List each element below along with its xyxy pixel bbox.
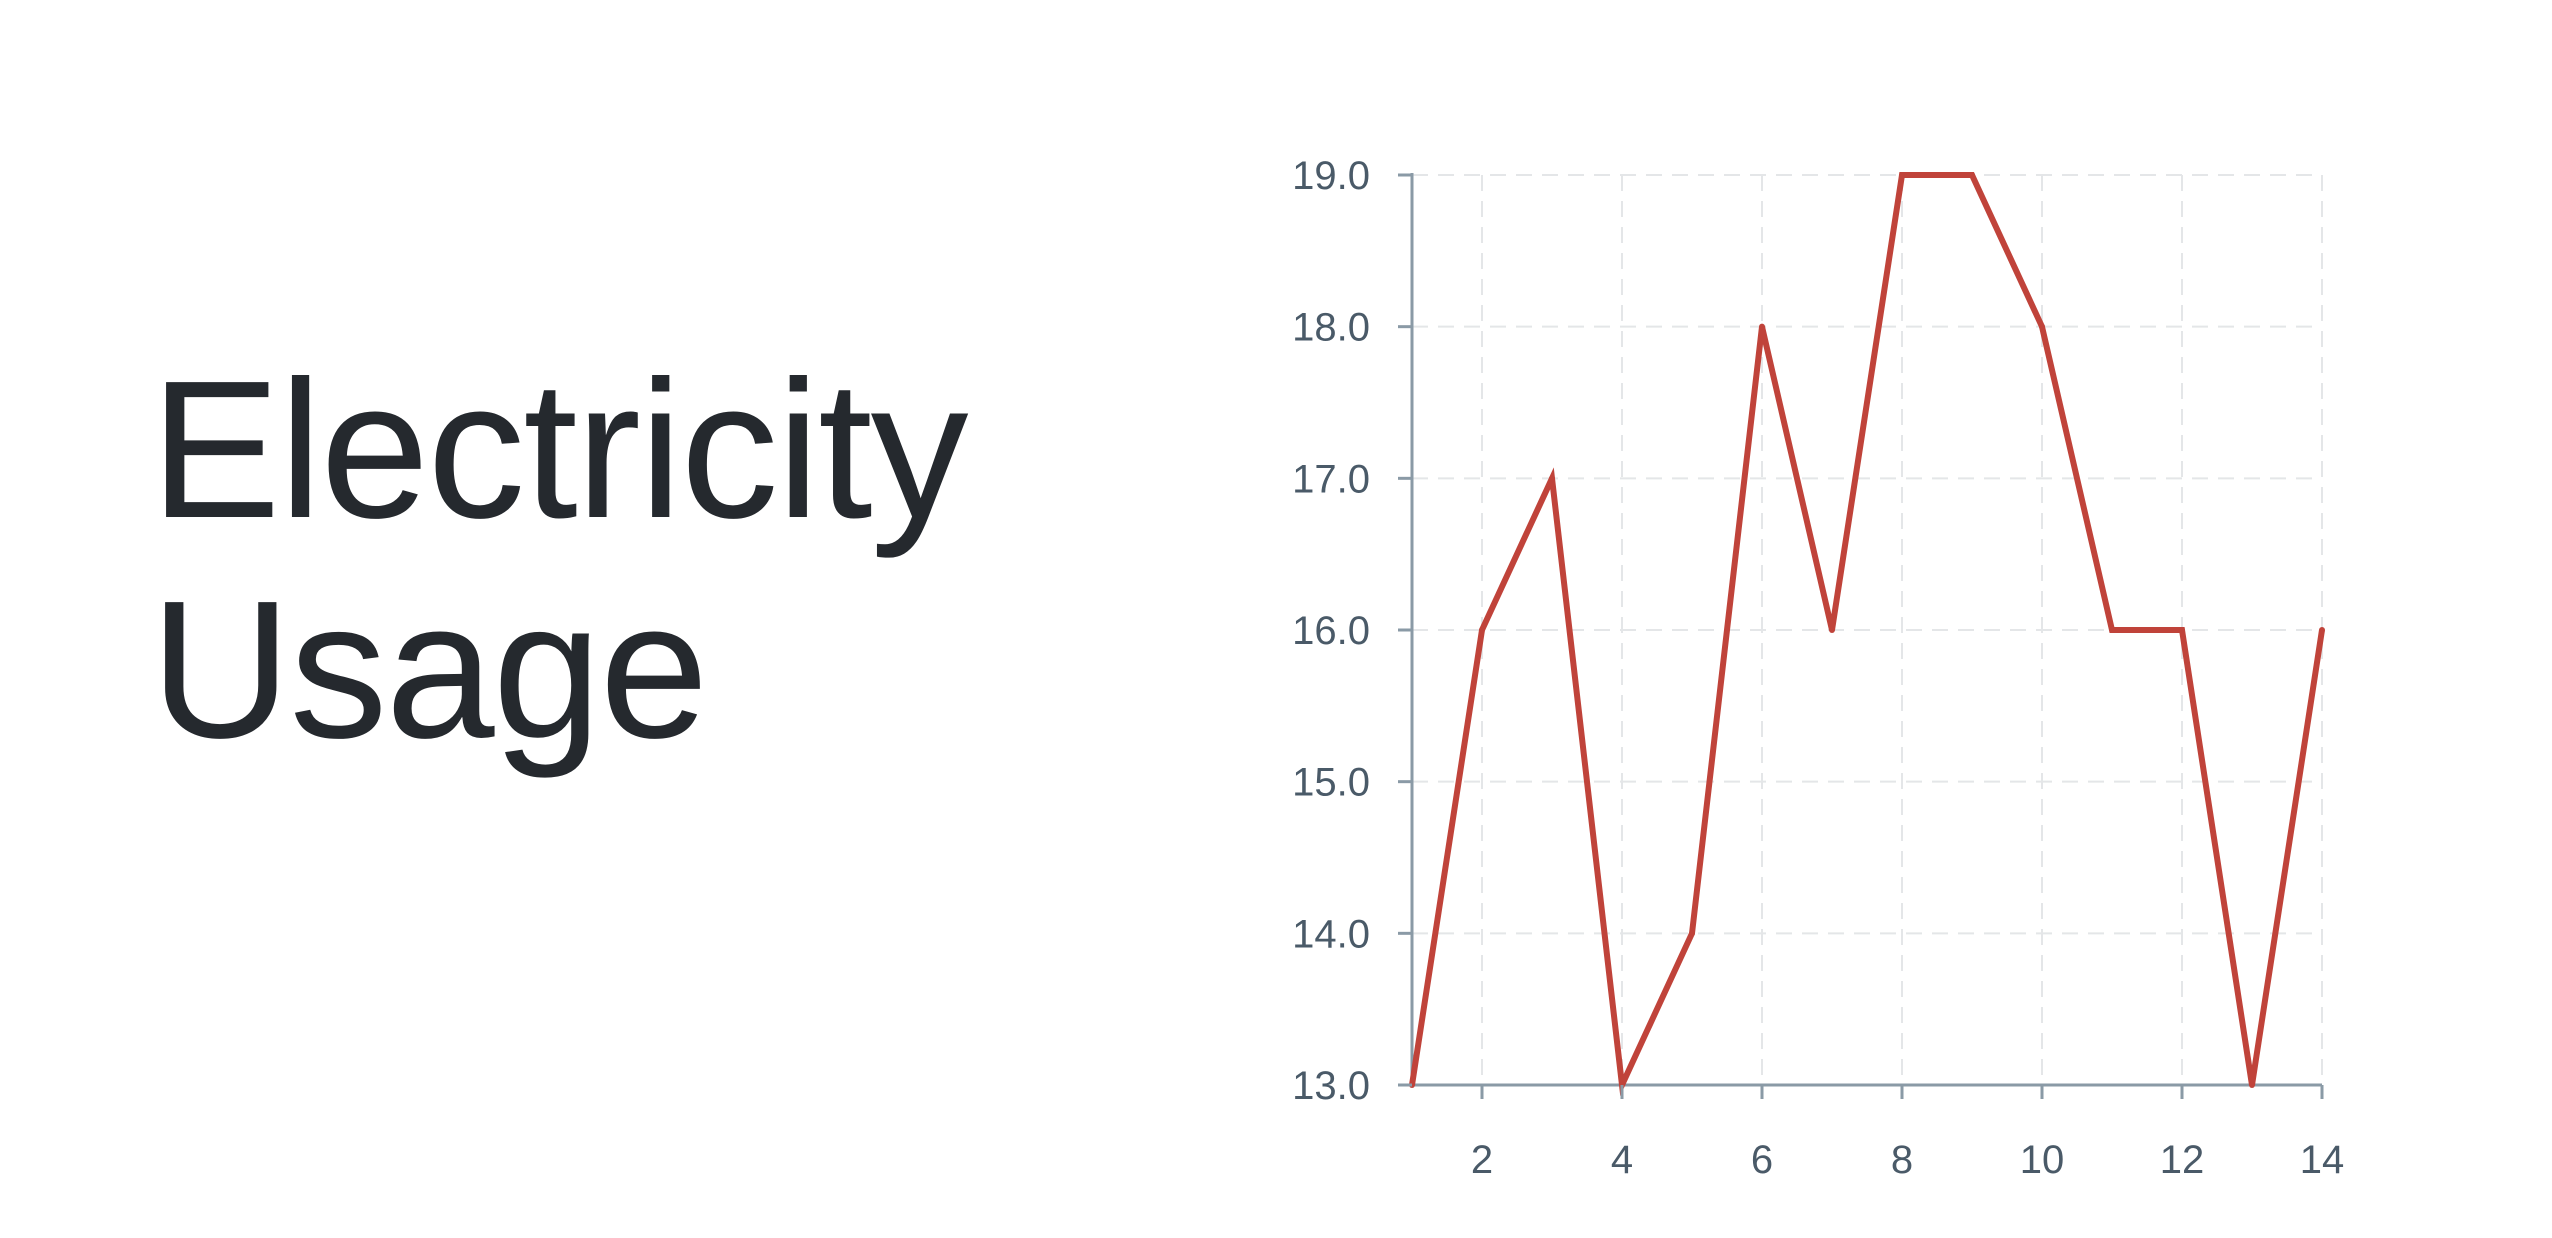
chart-title: Electricity Usage [150, 340, 1050, 780]
grid-lines [1412, 174, 2323, 1086]
data-point [2249, 1082, 2255, 1088]
chart-title-line-1: Electricity [150, 340, 969, 559]
x-tick-label: 14 [2300, 1138, 2345, 1182]
series-line [1409, 172, 2325, 1096]
data-point [1759, 323, 1765, 330]
x-tick-label: 8 [1891, 1138, 1913, 1182]
data-point [1689, 930, 1695, 937]
y-tick-label: 13.0 [1292, 1064, 1370, 1108]
chart-title-line-2: Usage [150, 560, 709, 779]
y-tick-label: 17.0 [1292, 457, 1370, 501]
x-tick-label: 2 [1471, 1138, 1493, 1182]
data-point [1899, 172, 1905, 178]
y-tick-label: 19.0 [1292, 154, 1370, 198]
x-tick-label: 6 [1751, 1138, 1773, 1182]
series-layer [1409, 172, 2325, 1096]
y-tick-label: 16.0 [1292, 609, 1370, 653]
data-point [1829, 627, 1835, 633]
x-tick-label: 12 [2160, 1138, 2205, 1182]
y-tick-label: 18.0 [1292, 306, 1370, 350]
x-axis-ticks: 2 4 6 8 10 12 14 [1471, 1085, 2344, 1182]
data-point [1969, 172, 1975, 178]
data-point [1549, 475, 1555, 482]
data-point [2179, 627, 2185, 633]
x-tick-label: 10 [2020, 1138, 2065, 1182]
data-point [1479, 627, 1485, 633]
data-point [2319, 627, 2325, 633]
data-point [2039, 323, 2045, 330]
y-tick-label: 15.0 [1292, 761, 1370, 805]
data-point [2109, 627, 2115, 633]
x-tick-label: 4 [1611, 1138, 1633, 1182]
y-tick-label: 14.0 [1292, 912, 1370, 956]
y-axis-ticks: 13.0 14.0 15.0 16.0 17.0 18.0 19.0 [1292, 154, 1412, 1108]
